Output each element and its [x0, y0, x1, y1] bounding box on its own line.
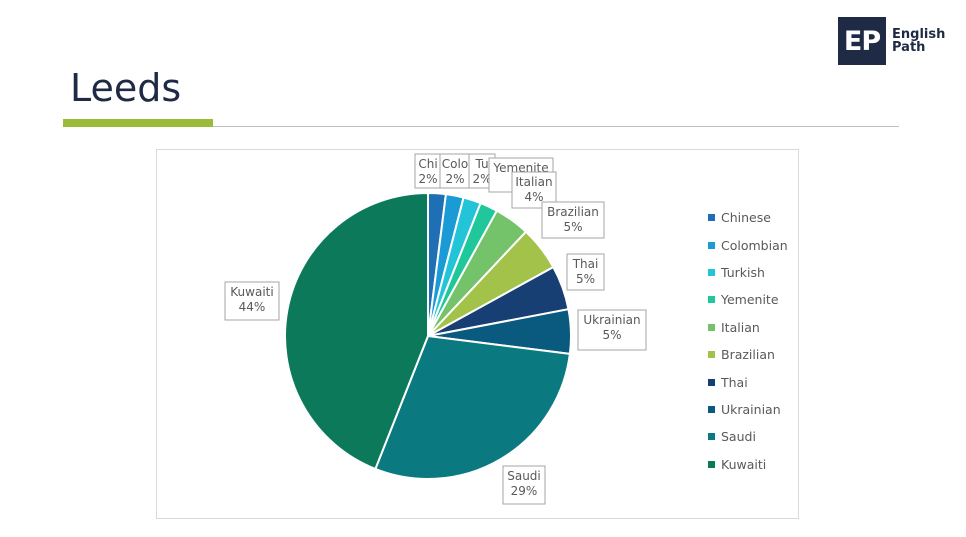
data-label-percent: 5% [602, 328, 621, 342]
pie-chart: Chi2%Colo2%Tu2%Yemenite2%Italian4%Brazil… [156, 149, 799, 519]
data-label-box [502, 465, 546, 505]
logo-line-2: Path [892, 40, 926, 55]
legend-label: Yemenite [721, 292, 779, 308]
legend-item-kuwaiti: Kuwaiti [708, 451, 788, 478]
data-label-name: Chi [418, 157, 437, 171]
chart-legend: Chinese Colombian Turkish Yemenite Italian Br… [708, 204, 788, 478]
data-label-name: Tu [474, 157, 488, 171]
english-path-logo: EP English Path [838, 17, 945, 65]
data-label-box [224, 281, 280, 321]
data-label-box [414, 153, 442, 189]
data-label-percent: 5% [576, 272, 595, 286]
data-label-percent: 2% [472, 172, 491, 186]
legend-item-yemenite: Yemenite [708, 286, 788, 313]
legend-swatch [708, 378, 715, 386]
data-label-percent: 4% [524, 190, 543, 204]
legend-item-colombian: Colombian [708, 231, 788, 258]
logo-wordmark: English Path [892, 28, 945, 54]
legend-label: Brazilian [721, 347, 775, 363]
legend-swatch [708, 214, 715, 222]
data-label-name: Colo [442, 157, 468, 171]
legend-label: Saudi [721, 429, 756, 445]
title-underline [63, 126, 899, 127]
legend-item-brazilian: Brazilian [708, 341, 788, 368]
slide-title: Leeds [70, 66, 182, 110]
data-label-percent: 44% [239, 300, 266, 314]
data-label-percent: 2% [418, 172, 437, 186]
data-label-box [541, 201, 605, 239]
legend-label: Kuwaiti [721, 456, 767, 472]
legend-label: Colombian [721, 237, 788, 253]
legend-swatch [708, 405, 715, 413]
data-label-name: Ukrainian [583, 313, 640, 327]
logo-line-1: English [892, 27, 946, 42]
pie-slice-kuwaiti [284, 191, 429, 471]
pie-slice-saudi [374, 334, 571, 480]
legend-label: Italian [721, 319, 760, 335]
legend-swatch [708, 268, 715, 276]
data-label-percent: 29% [511, 484, 538, 498]
data-label-box [566, 253, 605, 291]
data-label-name: Brazilian [547, 205, 599, 219]
data-label-percent: 5% [563, 220, 582, 234]
legend-swatch [708, 351, 715, 359]
data-label-name: Kuwaiti [230, 285, 273, 299]
data-label-percent: 2% [445, 172, 464, 186]
legend-label: Ukrainian [721, 401, 781, 417]
legend-item-thai: Thai [708, 368, 788, 395]
legend-item-ukrainian: Ukrainian [708, 396, 788, 423]
legend-item-turkish: Turkish [708, 259, 788, 286]
data-label-name: Italian [515, 175, 552, 189]
title-accent-bar [63, 119, 213, 127]
legend-label: Thai [721, 374, 748, 390]
data-label-name: Saudi [507, 469, 541, 483]
legend-swatch [708, 296, 715, 304]
logo-mark: EP [838, 17, 886, 65]
legend-label: Chinese [721, 210, 771, 226]
legend-label: Turkish [721, 264, 765, 280]
data-label-name: Thai [572, 257, 599, 271]
legend-swatch [708, 241, 715, 249]
data-label-box [577, 309, 647, 351]
legend-swatch [708, 433, 715, 441]
legend-item-saudi: Saudi [708, 423, 788, 450]
legend-swatch [708, 323, 715, 331]
pie-chart-svg: Chi2%Colo2%Tu2%Yemenite2%Italian4%Brazil… [224, 153, 647, 505]
data-label-box [439, 153, 471, 189]
legend-item-italian: Italian [708, 314, 788, 341]
legend-swatch [708, 460, 715, 468]
legend-item-chinese: Chinese [708, 204, 788, 231]
